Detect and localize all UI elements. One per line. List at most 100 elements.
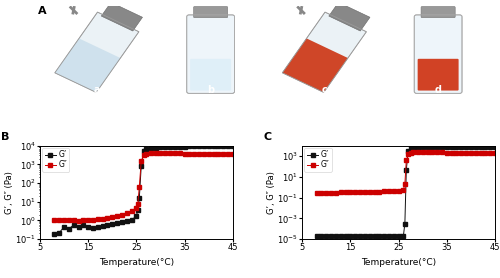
G″	[95, 218, 101, 221]
G’	[158, 146, 164, 149]
G″	[61, 218, 67, 222]
G’	[400, 234, 406, 237]
G″	[468, 151, 474, 155]
G″	[444, 151, 450, 154]
Line: G’: G’	[315, 145, 496, 237]
Text: C: C	[264, 132, 272, 142]
G″	[324, 191, 330, 194]
G’	[172, 145, 178, 148]
G’	[328, 234, 334, 238]
G″	[362, 190, 368, 193]
G″	[352, 190, 358, 194]
G″	[158, 151, 164, 154]
G″	[472, 151, 478, 155]
G’	[138, 165, 144, 168]
G’	[66, 227, 72, 230]
G’	[100, 225, 105, 228]
G’	[314, 234, 320, 238]
G’	[439, 145, 445, 149]
G’	[478, 145, 484, 149]
G’	[104, 223, 110, 227]
G’	[352, 234, 358, 238]
G″	[463, 151, 469, 155]
G’	[318, 234, 324, 238]
G’	[408, 147, 414, 150]
G″	[366, 190, 372, 193]
G″	[201, 152, 207, 155]
G″	[318, 191, 324, 194]
G″	[381, 190, 387, 193]
G’	[56, 231, 62, 234]
Text: A: A	[38, 6, 46, 16]
G″	[458, 151, 464, 154]
G’	[186, 145, 192, 148]
G″	[405, 153, 411, 156]
G″	[333, 191, 339, 194]
G″	[182, 152, 188, 155]
G″	[357, 190, 363, 194]
G’	[135, 208, 141, 212]
Legend: G’, G″: G’, G″	[304, 148, 332, 172]
G’	[124, 220, 130, 223]
G″	[492, 151, 498, 155]
G’	[230, 144, 236, 147]
G″	[415, 151, 421, 154]
G’	[333, 234, 339, 238]
G’	[85, 225, 91, 229]
G’	[140, 150, 146, 153]
G’	[128, 219, 134, 222]
Polygon shape	[55, 12, 139, 92]
G″	[128, 210, 134, 213]
G″	[186, 152, 192, 155]
G’	[136, 197, 142, 200]
G″	[70, 219, 76, 222]
Polygon shape	[282, 12, 366, 92]
G″	[138, 159, 144, 163]
G″	[408, 151, 414, 155]
G″	[220, 152, 226, 156]
G’	[372, 234, 378, 238]
G’	[177, 145, 183, 148]
G″	[424, 151, 430, 154]
FancyBboxPatch shape	[194, 6, 228, 18]
G’	[143, 147, 149, 150]
Text: a: a	[94, 85, 100, 95]
G’	[386, 234, 392, 238]
G″	[420, 151, 426, 154]
G″	[342, 191, 348, 194]
G″	[196, 152, 202, 155]
G’	[468, 145, 474, 149]
G″	[191, 152, 197, 155]
G″	[210, 152, 216, 156]
G’	[210, 144, 216, 148]
G″	[487, 151, 493, 155]
G″	[206, 152, 212, 156]
Polygon shape	[329, 2, 370, 31]
G’	[338, 234, 344, 238]
G’	[70, 223, 76, 227]
G’	[61, 225, 67, 229]
G’	[434, 146, 440, 149]
Text: c: c	[322, 85, 328, 95]
G″	[400, 188, 406, 192]
Text: d: d	[434, 85, 442, 95]
G″	[328, 191, 334, 194]
G″	[230, 153, 236, 156]
G’	[415, 146, 421, 149]
Text: b: b	[207, 85, 214, 95]
G’	[424, 146, 430, 149]
FancyBboxPatch shape	[190, 59, 231, 91]
G″	[143, 152, 149, 155]
G″	[56, 218, 62, 222]
G’	[152, 146, 158, 149]
G’	[206, 144, 212, 148]
G″	[410, 151, 416, 154]
G″	[104, 217, 110, 220]
G″	[448, 151, 454, 154]
G″	[162, 151, 168, 154]
G″	[348, 191, 354, 194]
Line: G″: G″	[315, 151, 496, 194]
G’	[134, 214, 140, 217]
G’	[420, 146, 426, 149]
G″	[172, 152, 178, 155]
